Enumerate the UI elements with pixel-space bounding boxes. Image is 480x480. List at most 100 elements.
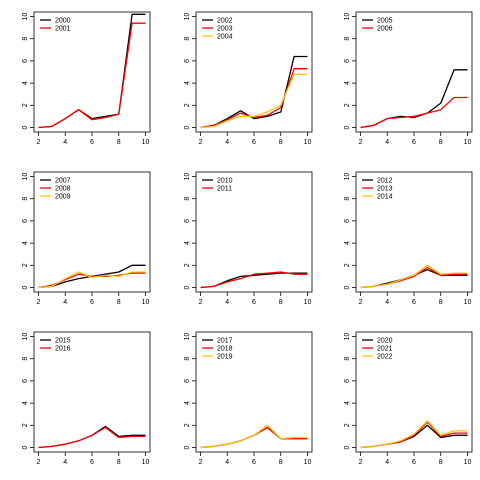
series-line-2009: [38, 271, 146, 289]
legend-label: 2016: [55, 346, 71, 353]
plot-frame: [195, 331, 313, 453]
y-tick-label: 0: [22, 125, 29, 129]
x-tick-label: 8: [439, 459, 443, 466]
x-tick-label: 2: [359, 139, 363, 146]
y-tick-label: 6: [344, 219, 351, 223]
legend-label: 2017: [217, 338, 233, 345]
y-tick-label: 8: [344, 37, 351, 41]
x-tick-label: 2: [359, 459, 363, 466]
series-line-2014: [360, 264, 468, 289]
legend-label: 2004: [217, 34, 233, 41]
legend-label: 2002: [217, 18, 233, 25]
x-tick-label: 6: [412, 299, 416, 306]
y-tick-label: 10: [184, 13, 191, 21]
y-tick-label: 4: [184, 241, 191, 245]
legend-label: 2012: [377, 178, 393, 185]
y-tick-label: 2: [22, 103, 29, 107]
y-tick-label: 2: [344, 423, 351, 427]
series-line-2004: [200, 73, 308, 129]
y-tick-label: 4: [344, 241, 351, 245]
x-tick-label: 4: [225, 299, 229, 306]
y-tick-label: 10: [22, 333, 29, 341]
y-tick-label: 4: [344, 401, 351, 405]
y-tick-label: 0: [184, 125, 191, 129]
series-line-2019: [200, 424, 308, 449]
y-tick-label: 4: [344, 81, 351, 85]
x-tick-label: 8: [117, 299, 121, 306]
x-tick-label: 4: [63, 299, 67, 306]
x-tick-label: 6: [252, 459, 256, 466]
y-tick-label: 2: [184, 103, 191, 107]
y-tick-label: 8: [344, 197, 351, 201]
legend-label: 2015: [55, 338, 71, 345]
y-tick-label: 6: [344, 379, 351, 383]
plot-frame: [195, 11, 313, 133]
y-tick-label: 6: [22, 219, 29, 223]
x-tick-label: 4: [225, 139, 229, 146]
x-tick-label: 10: [464, 139, 472, 146]
y-tick-label: 8: [22, 37, 29, 41]
plot-frame: [355, 11, 473, 133]
y-tick-label: 2: [184, 423, 191, 427]
x-tick-label: 6: [90, 139, 94, 146]
y-tick-label: 4: [22, 241, 29, 245]
y-tick-label: 0: [344, 445, 351, 449]
y-tick-label: 10: [344, 13, 351, 21]
x-tick-label: 8: [439, 299, 443, 306]
x-tick-label: 2: [199, 299, 203, 306]
x-tick-label: 6: [90, 299, 94, 306]
y-tick-label: 10: [344, 173, 351, 181]
series-line-2022: [360, 420, 468, 449]
y-tick-label: 2: [344, 103, 351, 107]
x-tick-label: 2: [37, 299, 41, 306]
series-line-2011: [200, 271, 308, 289]
x-tick-label: 8: [117, 459, 121, 466]
x-tick-label: 4: [385, 139, 389, 146]
y-tick-label: 0: [184, 445, 191, 449]
x-tick-label: 6: [412, 459, 416, 466]
x-tick-label: 10: [464, 459, 472, 466]
x-tick-label: 8: [439, 139, 443, 146]
x-tick-label: 10: [464, 299, 472, 306]
y-tick-label: 8: [184, 37, 191, 41]
x-tick-label: 4: [63, 139, 67, 146]
x-tick-label: 8: [279, 139, 283, 146]
x-tick-label: 6: [412, 139, 416, 146]
y-tick-label: 10: [184, 333, 191, 341]
x-tick-label: 2: [199, 459, 203, 466]
series-line-2020: [360, 424, 468, 449]
x-tick-label: 6: [252, 139, 256, 146]
plot-frame: [33, 171, 151, 293]
legend-label: 2019: [217, 354, 233, 361]
plot-frame: [33, 11, 151, 133]
x-tick-label: 4: [385, 299, 389, 306]
y-tick-label: 0: [344, 125, 351, 129]
x-tick-label: 8: [117, 139, 121, 146]
series-line-2005: [360, 69, 468, 129]
series-line-2006: [360, 96, 468, 129]
y-tick-label: 2: [22, 263, 29, 267]
y-tick-label: 2: [184, 263, 191, 267]
x-tick-label: 4: [63, 459, 67, 466]
y-tick-label: 10: [344, 333, 351, 341]
y-tick-label: 8: [184, 197, 191, 201]
x-tick-label: 2: [37, 459, 41, 466]
x-tick-label: 2: [359, 299, 363, 306]
y-tick-label: 10: [22, 173, 29, 181]
x-tick-label: 4: [225, 459, 229, 466]
legend-label: 2018: [217, 346, 233, 353]
y-tick-label: 0: [22, 285, 29, 289]
x-tick-label: 10: [304, 459, 312, 466]
y-tick-label: 0: [184, 285, 191, 289]
legend-label: 2005: [377, 18, 393, 25]
y-tick-label: 6: [344, 59, 351, 63]
y-tick-label: 0: [22, 445, 29, 449]
x-tick-label: 10: [304, 139, 312, 146]
x-tick-label: 10: [142, 299, 150, 306]
